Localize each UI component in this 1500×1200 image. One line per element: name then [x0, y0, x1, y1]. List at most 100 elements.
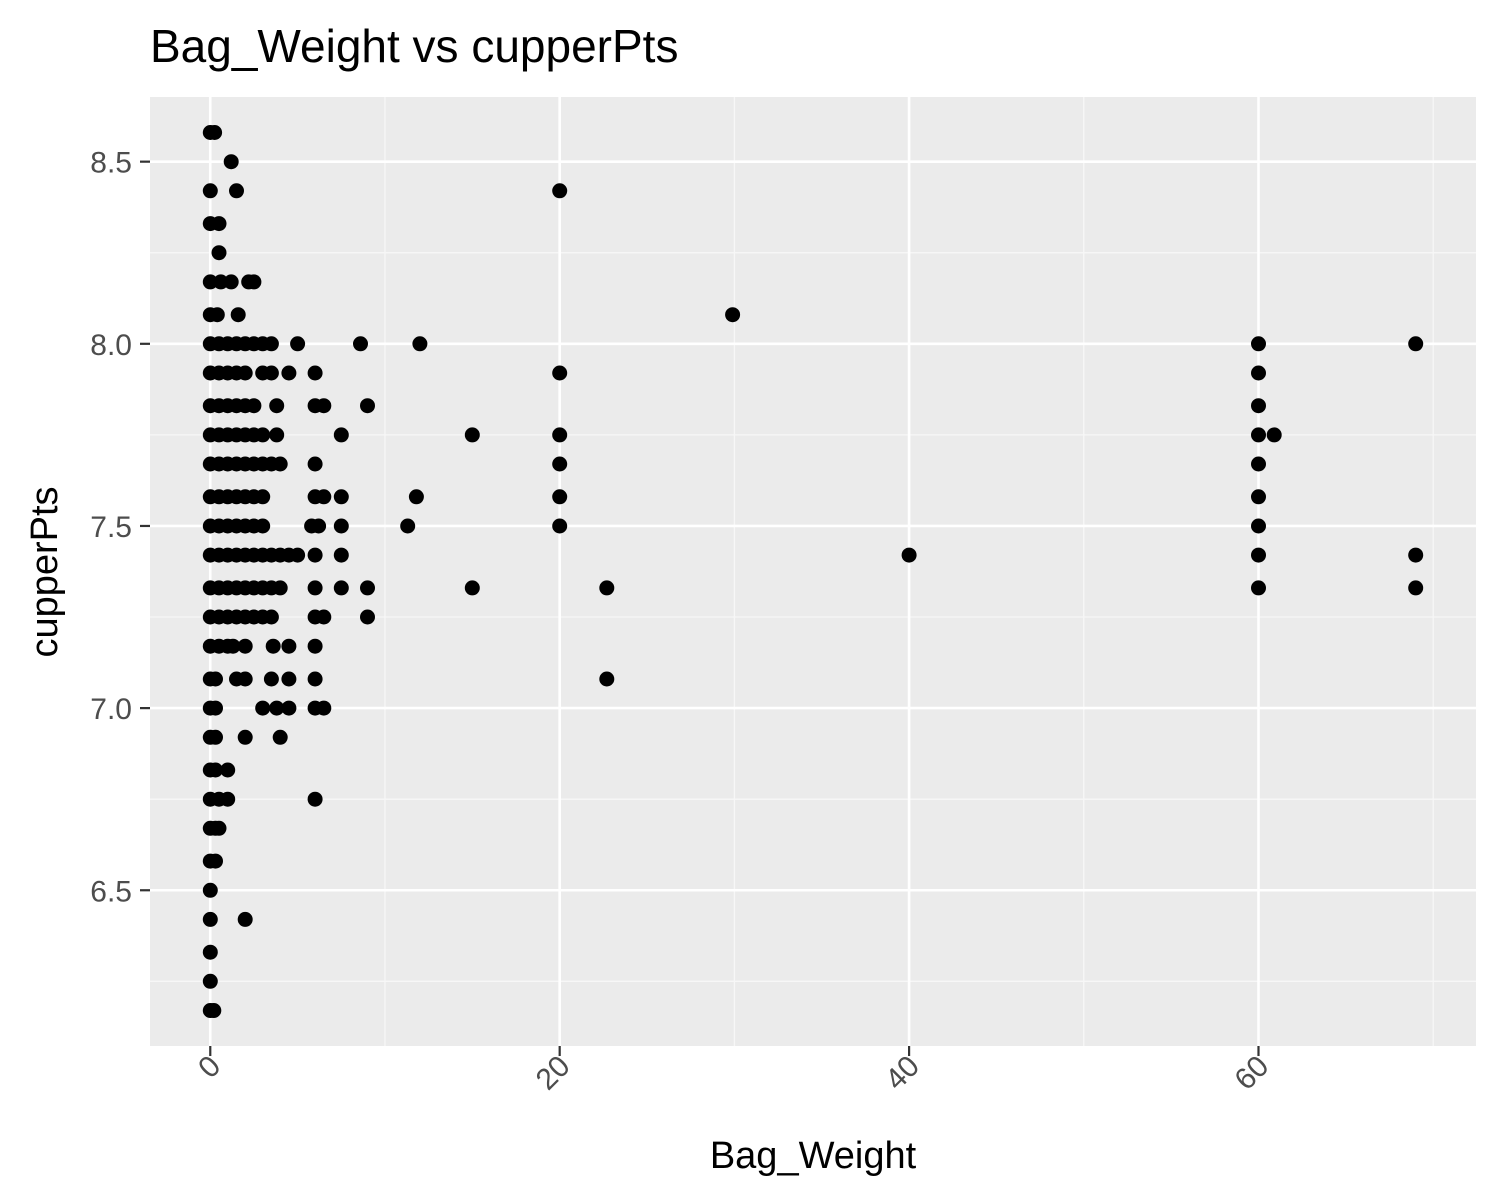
data-point	[552, 427, 568, 443]
data-point	[202, 183, 218, 199]
data-point	[1251, 580, 1266, 596]
data-point	[223, 154, 239, 170]
data-point	[1251, 518, 1266, 534]
data-point	[316, 489, 332, 505]
data-point	[229, 183, 244, 199]
data-points	[202, 125, 1424, 1018]
data-point	[552, 518, 568, 534]
data-point	[1408, 580, 1424, 596]
data-point	[408, 489, 424, 505]
data-point	[307, 547, 323, 563]
data-point	[464, 427, 480, 443]
y-axis-title: cupperPts	[24, 486, 66, 657]
data-point	[333, 427, 349, 443]
data-point	[353, 336, 368, 352]
data-point	[290, 547, 306, 563]
data-point	[255, 518, 271, 534]
data-point	[269, 398, 285, 414]
data-point	[246, 274, 262, 290]
data-point	[333, 489, 349, 505]
data-point	[360, 580, 375, 596]
y-axis: 6.5 7.0 7.5 8.0 8.5	[90, 147, 150, 908]
data-point	[202, 274, 218, 290]
x-axis: 0 20 40 60	[192, 1046, 1275, 1097]
data-point	[307, 365, 323, 381]
data-point	[246, 398, 262, 414]
data-point	[1408, 547, 1424, 563]
y-tick-label: 6.5	[90, 875, 132, 908]
plot-panel	[150, 97, 1476, 1046]
data-point	[316, 700, 332, 716]
data-point	[307, 638, 323, 654]
data-point	[237, 365, 253, 381]
data-point	[552, 456, 568, 472]
data-point	[272, 729, 288, 745]
data-point	[255, 489, 271, 505]
data-point	[206, 1003, 222, 1018]
data-point	[281, 365, 297, 381]
data-point	[1251, 427, 1266, 443]
data-point	[237, 729, 253, 745]
data-point	[1251, 547, 1266, 563]
data-point	[263, 336, 279, 352]
data-point	[211, 245, 227, 261]
data-point	[272, 456, 288, 472]
data-point	[311, 518, 327, 534]
data-point	[333, 518, 349, 534]
data-point	[208, 762, 223, 778]
data-point	[316, 609, 332, 625]
data-point	[552, 183, 568, 199]
data-point	[333, 547, 349, 563]
data-point	[360, 609, 375, 625]
x-tick-label: 20	[530, 1050, 577, 1097]
data-point	[208, 700, 223, 716]
data-point	[281, 638, 297, 654]
data-point	[307, 671, 323, 687]
data-point	[225, 638, 241, 654]
data-point	[272, 580, 288, 596]
data-point	[263, 671, 279, 687]
chart-title: Bag_Weight vs cupperPts	[150, 20, 678, 72]
y-tick-label: 8.0	[90, 329, 132, 362]
data-point	[412, 336, 428, 352]
data-point	[1251, 398, 1266, 414]
data-point	[360, 398, 375, 414]
data-point	[552, 489, 568, 505]
data-point	[599, 580, 615, 596]
data-point	[269, 427, 285, 443]
x-tick-label: 60	[1229, 1050, 1276, 1097]
data-point	[290, 336, 306, 352]
data-point	[307, 580, 323, 596]
data-point	[281, 671, 297, 687]
data-point	[901, 547, 917, 563]
x-axis-title: Bag_Weight	[710, 1135, 917, 1177]
data-point	[281, 700, 297, 716]
data-point	[1251, 336, 1266, 352]
data-point	[1251, 456, 1266, 472]
data-point	[223, 274, 239, 290]
data-point	[307, 791, 323, 807]
data-point	[213, 274, 229, 290]
data-point	[263, 365, 279, 381]
data-point	[1251, 489, 1266, 505]
data-point	[1266, 427, 1282, 443]
data-point	[202, 911, 218, 927]
data-point	[269, 700, 285, 716]
y-tick-label: 7.5	[90, 511, 132, 544]
data-point	[211, 216, 227, 232]
data-point	[220, 791, 236, 807]
data-point	[333, 580, 349, 596]
data-point	[263, 609, 279, 625]
data-point	[464, 580, 480, 596]
data-point	[237, 911, 253, 927]
y-tick-label: 8.5	[90, 147, 132, 180]
data-point	[1251, 365, 1266, 381]
data-point	[237, 671, 253, 687]
data-point	[255, 427, 271, 443]
x-tick-label: 40	[879, 1050, 926, 1097]
major-gridlines	[150, 97, 1476, 1046]
data-point	[265, 638, 281, 654]
data-point	[400, 518, 416, 534]
data-point	[208, 671, 223, 687]
